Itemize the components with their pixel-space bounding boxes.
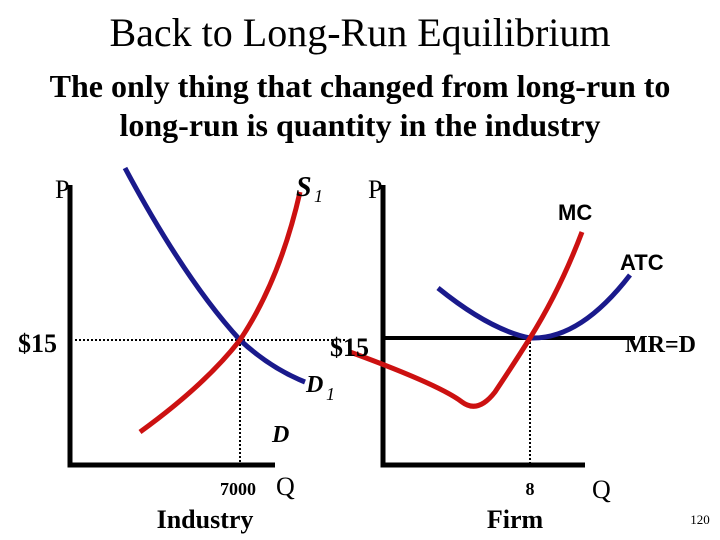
supply-subscript: 1 bbox=[314, 186, 323, 206]
axes bbox=[380, 185, 585, 468]
caption: Industry bbox=[157, 505, 254, 534]
demand-curve bbox=[122, 166, 306, 385]
title: Back to Long-Run Equilibrium bbox=[109, 10, 610, 55]
firm-graph: P MC ATC $15 MR=D 8 Q Firm bbox=[330, 175, 696, 534]
demand-new-subscript: 1 bbox=[326, 384, 335, 404]
x-axis-label: Q bbox=[276, 472, 295, 501]
supply-label: S bbox=[296, 172, 312, 203]
subtitle-line: long-run is quantity in the industry bbox=[119, 107, 600, 143]
quantity-label: 7000 bbox=[220, 479, 256, 499]
mr-label: MR=D bbox=[625, 332, 696, 358]
axes bbox=[67, 185, 275, 468]
page-number: 120 bbox=[690, 512, 710, 527]
demand-old-label: D bbox=[271, 422, 289, 448]
supply-curve bbox=[138, 191, 303, 435]
caption: Firm bbox=[487, 505, 544, 534]
demand-new-label: D bbox=[305, 372, 323, 398]
x-axis-label: Q bbox=[592, 475, 611, 504]
industry-graph: P S 1 $15 D 1 D 7000 Q Industry bbox=[18, 166, 345, 534]
mc-curve bbox=[349, 231, 585, 409]
quantity-label: 8 bbox=[526, 479, 535, 499]
y-axis-label: P bbox=[368, 175, 382, 204]
subtitle-line: The only thing that changed from long-ru… bbox=[50, 68, 671, 104]
y-axis-label: P bbox=[55, 175, 69, 204]
atc-label: ATC bbox=[620, 250, 664, 275]
price-label: $15 bbox=[18, 329, 57, 358]
price-label: $15 bbox=[330, 333, 369, 362]
mc-label: MC bbox=[558, 200, 592, 225]
